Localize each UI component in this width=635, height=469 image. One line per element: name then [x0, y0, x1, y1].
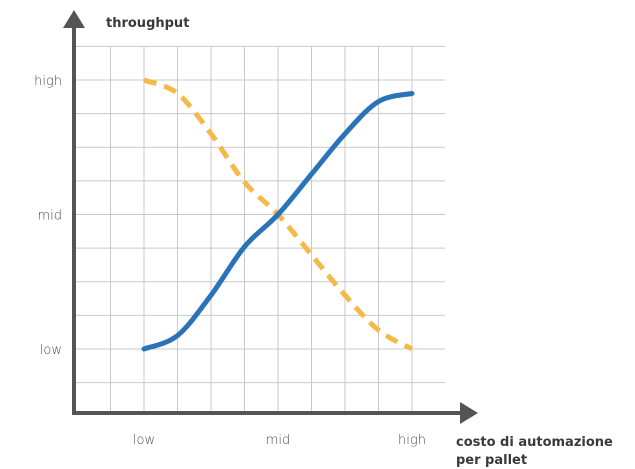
- y-tick-labels: low mid high: [34, 74, 62, 358]
- y-axis-title: throughput: [106, 16, 189, 31]
- axes: [63, 10, 478, 424]
- y-axis-arrow-icon: [63, 10, 85, 28]
- x-tick-label: low: [133, 433, 155, 448]
- y-tick-label: low: [40, 343, 62, 358]
- y-tick-label: mid: [37, 209, 62, 224]
- x-tick-label: high: [398, 433, 426, 448]
- x-axis-title-line-2: per pallet: [456, 453, 527, 468]
- x-tick-labels: low mid high: [133, 433, 426, 448]
- x-tick-label: mid: [266, 433, 291, 448]
- x-axis-title: costo di automazione per pallet: [456, 435, 617, 468]
- y-tick-label: high: [34, 74, 62, 89]
- x-axis-arrow-icon: [460, 402, 478, 424]
- x-axis-title-line-1: costo di automazione: [456, 435, 613, 450]
